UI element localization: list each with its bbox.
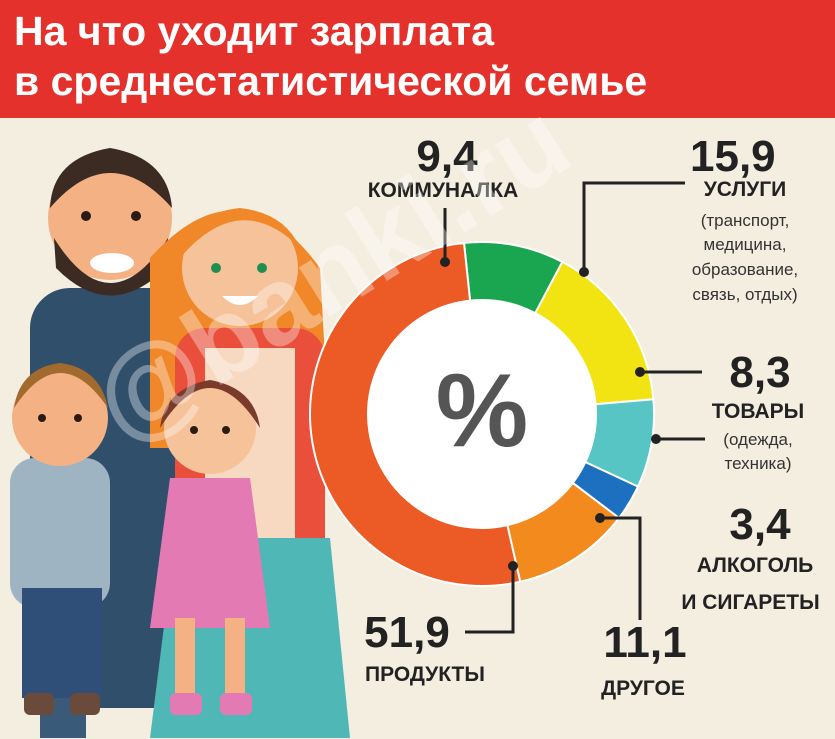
title-line-2: в среднестатистической семье xyxy=(14,58,648,104)
girl-figure xyxy=(150,380,270,715)
uslugi-detail-1: (транспорт, xyxy=(700,211,790,230)
uslugi-detail-2: медицина, xyxy=(703,235,787,254)
value-uslugi: 15,9 xyxy=(690,132,776,181)
label-produkty: ПРОДУКТЫ xyxy=(365,663,485,686)
value-alkogol: 3,4 xyxy=(729,500,791,549)
leader-dots xyxy=(440,257,661,571)
family-illustration xyxy=(10,148,350,738)
label-uslugi: УСЛУГИ xyxy=(703,178,787,201)
tovary-detail-1: (одежда, xyxy=(723,430,793,449)
value-kommunalka: 9,4 xyxy=(416,132,478,181)
label-tovary: ТОВАРЫ xyxy=(711,400,805,423)
header-banner: На что уходит зарплата в среднестатистич… xyxy=(0,0,835,118)
label-drugoe: ДРУГОЕ xyxy=(601,677,685,700)
label-kommunalka: КОММУНАЛКА xyxy=(367,179,519,202)
label-alkogol-line-2: И СИГАРЕТЫ xyxy=(681,591,820,614)
tovary-detail-2: техника) xyxy=(724,454,792,473)
leader-lines xyxy=(443,181,705,634)
percent-symbol: % xyxy=(436,353,528,469)
title-line-1: На что уходит зарплата xyxy=(14,8,495,54)
uslugi-detail-4: связь, отдых) xyxy=(692,285,798,304)
boy-figure xyxy=(10,363,110,715)
label-alkogol-line-1: АЛКОГОЛЬ xyxy=(696,554,814,577)
value-drugoe: 11,1 xyxy=(603,618,687,667)
uslugi-detail-3: образование, xyxy=(691,260,799,279)
donut-chart: % xyxy=(309,181,705,634)
donut-hole xyxy=(368,300,596,528)
value-tovary: 8,3 xyxy=(729,348,791,397)
value-produkty: 51,9 xyxy=(364,608,450,657)
